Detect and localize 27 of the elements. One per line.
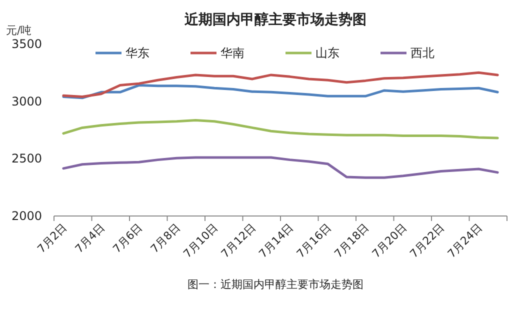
line-series [62, 119, 499, 140]
x-tick-label: 7月22日 [407, 220, 448, 261]
x-tick-label: 7月6日 [110, 220, 146, 256]
legend-label: 华东 [126, 46, 150, 60]
x-tick-label: 7月8日 [148, 220, 183, 256]
line-series [62, 84, 499, 100]
x-tick-label: 7月24日 [445, 220, 485, 261]
x-tick-label: 7月14日 [256, 220, 296, 261]
x-tick-label: 7月20日 [370, 220, 410, 261]
y-axis-title: 元/吨 [6, 24, 32, 37]
y-tick-label: 2000 [11, 209, 42, 223]
x-tick-label: 7月10日 [180, 220, 221, 261]
x-tick-label: 7月2日 [34, 220, 70, 256]
legend-label: 西北 [410, 46, 434, 60]
text: 图一：近期国内甲醇主要市场走势图 [188, 278, 364, 291]
y-tick-label: 3000 [11, 94, 42, 108]
x-tick-label: 7月16日 [294, 220, 334, 261]
legend-label: 山东 [316, 46, 340, 60]
legend-label: 华南 [220, 46, 244, 60]
line-series [62, 156, 499, 179]
x-tick-label: 7月12日 [218, 220, 258, 261]
x-tick-label: 7月4日 [72, 220, 108, 256]
chart-title: 近期国内甲醇主要市场走势图 [184, 11, 366, 28]
y-tick-label: 3500 [11, 37, 42, 51]
line-series [62, 71, 499, 98]
x-tick-label: 7月18日 [332, 220, 372, 261]
y-tick-label: 2500 [11, 152, 42, 166]
